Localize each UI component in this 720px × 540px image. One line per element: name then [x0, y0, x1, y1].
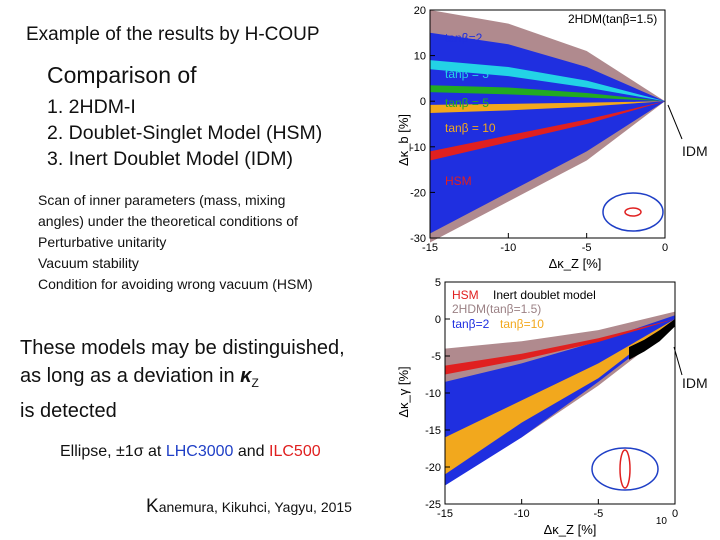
plot1-xlabel: Δκ_Z [%] [549, 256, 602, 271]
x-tick-label: 0 [662, 242, 668, 254]
y-tick-label: -20 [410, 187, 426, 199]
x-tick-label: -5 [593, 508, 603, 520]
scan-line: Condition for avoiding wrong vacuum (HSM… [38, 276, 313, 292]
y-tick-label: 0 [435, 314, 441, 326]
y-tick-label: -5 [431, 351, 441, 363]
band-tan-10 [430, 101, 665, 114]
idm-label: IDM [682, 143, 708, 159]
band-hsm [430, 101, 665, 161]
author-initial: K [146, 496, 159, 517]
legend-tanb2: tanβ=2 [445, 31, 483, 45]
kappa-subscript: Z [251, 376, 259, 390]
idm-pointer-line [673, 346, 683, 376]
legend-hsm: HSM [445, 174, 472, 188]
plot2-ellipse-inset [591, 447, 659, 491]
model-item-idm: 3. Inert Doublet Model (IDM) [47, 148, 294, 170]
plot1-ticks: -15 -10 -5 0 20 10 0 -10 -20 -30 [410, 5, 668, 254]
legend-tanb5: tanβ = 5 [445, 96, 489, 110]
x-tick-label: -10 [500, 242, 516, 254]
y-tick-label: 0 [420, 96, 426, 108]
plot-kappa-b: -15 -10 -5 0 20 10 0 -10 -20 -30 2HDM(tanβ=1.5) t… [396, 5, 668, 271]
y-tick-label: -15 [425, 425, 441, 437]
band-tan-3 [430, 60, 665, 102]
legend-tanb2: tanβ=2 [452, 317, 490, 331]
model-list: 1. 2HDM-I 2. Doublet-Singlet Model (HSM)… [47, 94, 322, 172]
scan-line: Vacuum stability [38, 255, 139, 271]
scan-description: Scan of inner parameters (mass, mixing a… [38, 190, 313, 295]
y-tick-label: -10 [410, 142, 426, 154]
band-hsm [445, 319, 675, 375]
idm-pointer-line [667, 104, 683, 140]
legend-tanb10: tanβ = 10 [445, 121, 496, 135]
x-tick-label: -10 [514, 508, 530, 520]
y-tick-label: -30 [410, 233, 426, 245]
kappa-symbol: κ [240, 365, 252, 387]
legend-tanb3: tanβ = 3 [445, 67, 489, 81]
scan-line: Scan of inner parameters (mass, mixing [38, 192, 286, 208]
y-tick-label: -20 [425, 462, 441, 474]
y-tick-label: 5 [435, 277, 441, 289]
plot2-ticks: -15 -10 -5 0 5 0 -5 -10 -15 -20 -25 [425, 277, 678, 520]
x-tick-label: -5 [582, 242, 592, 254]
legend-idm: Inert doublet model [493, 288, 596, 302]
y-tick-label: 10 [414, 51, 426, 63]
legend-2hdm15: 2HDM(tanβ=1.5) [568, 12, 657, 26]
plot1-ylabel: Δκ_b [%] [396, 114, 411, 166]
slide-title: Example of the results by H-COUP [26, 24, 320, 45]
x-tick-label: 0 [672, 508, 678, 520]
plot1-bands [430, 10, 665, 243]
ilc-label: ILC500 [269, 443, 321, 460]
page-number: 10 [656, 516, 668, 527]
scan-line: Perturbative unitarity [38, 234, 167, 250]
plot1-frame [429, 9, 666, 239]
comparison-heading: Comparison of [47, 62, 197, 88]
idm-label: IDM [682, 375, 708, 391]
ellipse-prefix: Ellipse, ±1σ at [60, 443, 166, 460]
conclusion: These models may be distinguished, as lo… [20, 334, 345, 425]
conclusion-line: These models may be distinguished, [20, 337, 345, 359]
plot2-ylabel: Δκ_γ [%] [396, 366, 411, 417]
scan-line: angles) under the theoretical conditions… [38, 213, 298, 229]
plot2-legend: HSM Inert doublet model 2HDM(tanβ=1.5) t… [452, 288, 596, 331]
ellipse-note: Ellipse, ±1σ at LHC3000 and ILC500 [60, 443, 321, 461]
x-tick-label: -15 [422, 242, 438, 254]
band-tan-5 [430, 85, 665, 102]
conclusion-line: as long as a deviation in κZ [20, 362, 345, 397]
plot-kappa-gamma: -15 -10 -5 0 5 0 -5 -10 -15 -20 -25 HSM Inert doub… [396, 277, 678, 537]
plot1-legend: 2HDM(tanβ=1.5) tanβ=2 tanβ = 3 tanβ = 5 … [445, 12, 657, 188]
plot2-bands [445, 311, 675, 486]
idm-pointers [667, 104, 683, 376]
legend-2hdm15: 2HDM(tanβ=1.5) [452, 302, 541, 316]
legend-tanb10: tanβ=10 [500, 317, 544, 331]
band-inert-doublet-model [629, 319, 675, 360]
author-names: anemura, Kikuhci, Yagyu, 2015 [158, 499, 352, 515]
y-tick-label: -10 [425, 388, 441, 400]
band-tan-10 [445, 319, 675, 475]
y-tick-label: 20 [414, 5, 426, 17]
conclusion-line: is detected [20, 400, 117, 422]
plot1-ellipse-inset [602, 192, 664, 232]
y-tick-label: -25 [425, 499, 441, 511]
model-item-hsm: 2. Doublet-Singlet Model (HSM) [47, 122, 323, 144]
conclusion-text: as long as a deviation in [20, 365, 241, 387]
and-text: and [233, 443, 270, 460]
model-item-2hdm: 1. 2HDM-I [47, 96, 136, 118]
lhc-label: LHC3000 [165, 443, 234, 460]
authors: Kanemura, Kikuhci, Yagyu, 2015 [146, 496, 352, 518]
x-tick-label: -15 [437, 508, 453, 520]
plot2-xlabel: Δκ_Z [%] [544, 522, 597, 537]
legend-hsm: HSM [452, 288, 479, 302]
